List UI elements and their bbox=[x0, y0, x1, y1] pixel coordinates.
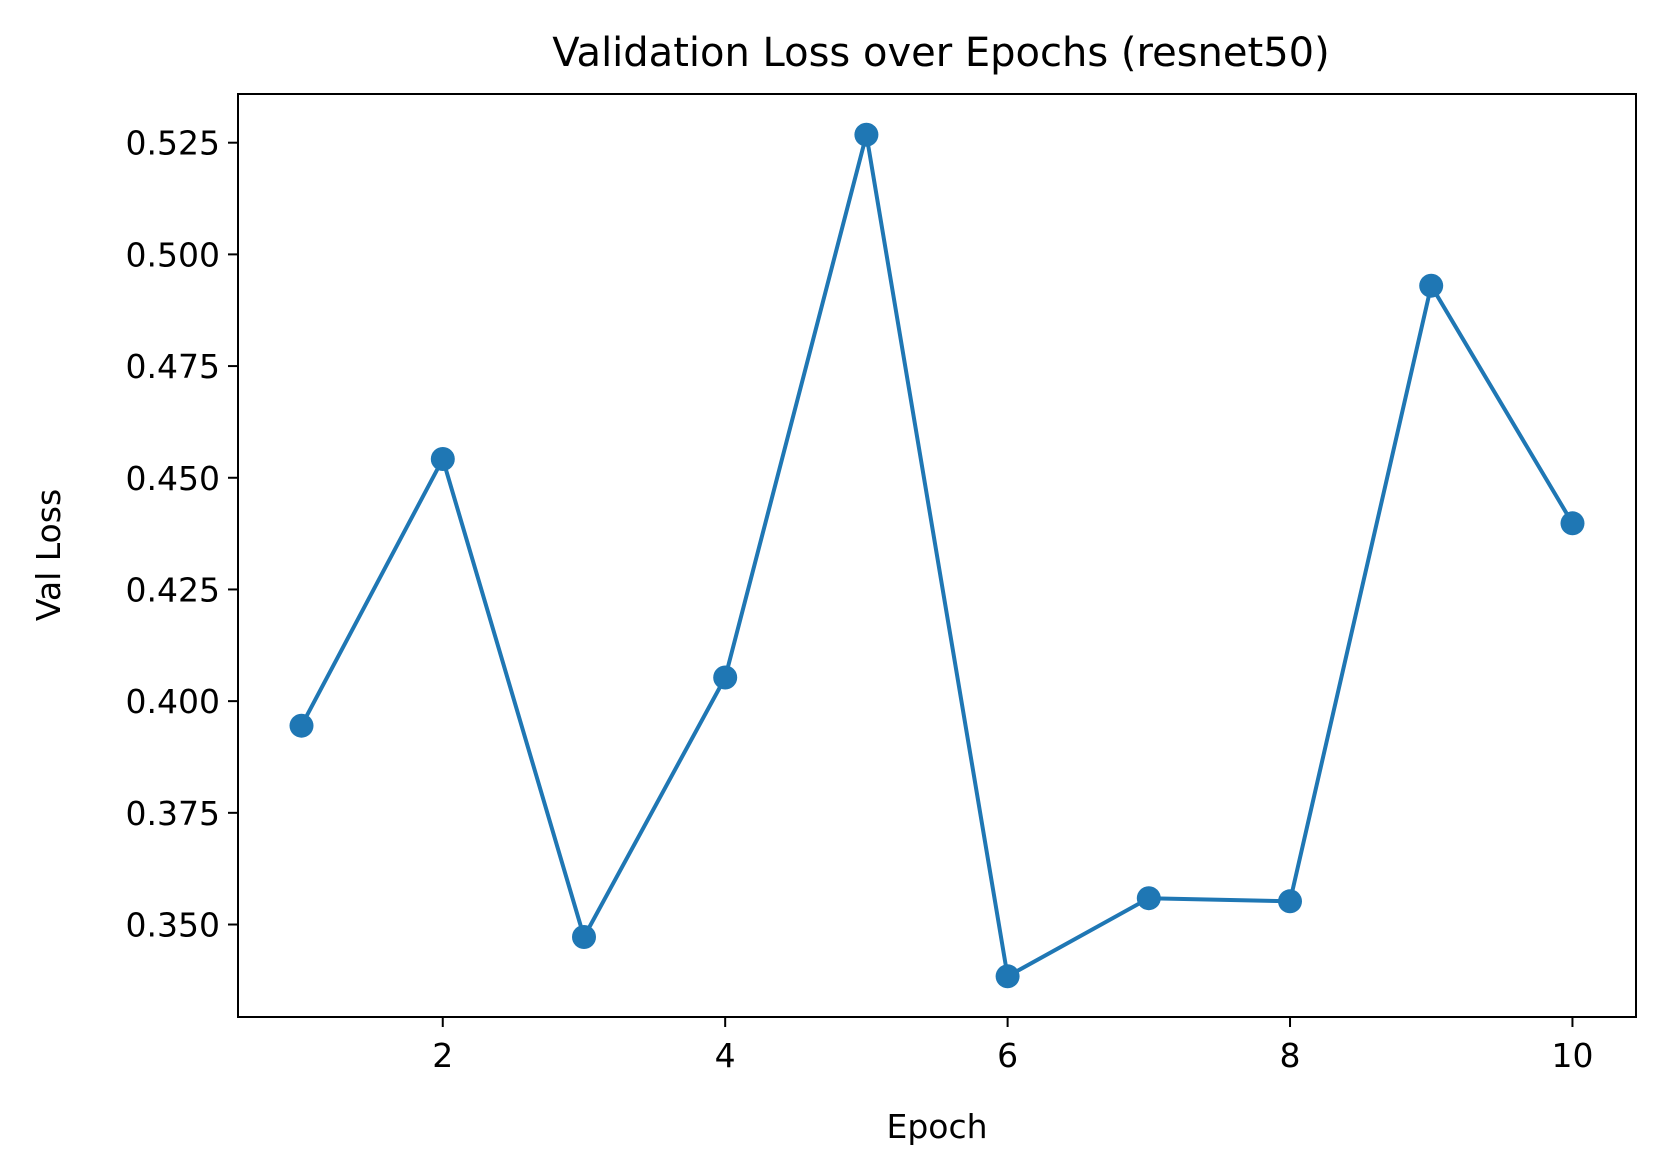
data-point bbox=[1419, 273, 1444, 298]
plot-frame bbox=[237, 93, 1637, 1018]
y-tick-label: 0.400 bbox=[126, 682, 220, 721]
x-axis-label: Epoch bbox=[886, 1107, 987, 1146]
y-axis-ticks: 0.350 0.375 0.400 0.425 0.450 0.475 0.500 0.525 bbox=[126, 124, 238, 945]
y-tick-label: 0.525 bbox=[126, 124, 220, 163]
data-point bbox=[1136, 886, 1161, 911]
x-tick-label: 10 bbox=[1551, 1036, 1593, 1075]
chart-title: Validation Loss over Epochs (resnet50) bbox=[552, 30, 1329, 76]
x-tick-label: 4 bbox=[715, 1036, 736, 1075]
y-tick-label: 0.425 bbox=[126, 570, 220, 609]
data-point bbox=[854, 122, 879, 147]
x-tick-label: 6 bbox=[997, 1036, 1018, 1075]
series-line bbox=[299, 132, 1575, 979]
y-tick-label: 0.475 bbox=[126, 347, 220, 386]
y-axis-label: Val Loss bbox=[29, 489, 68, 621]
y-tick-label: 0.375 bbox=[126, 794, 220, 833]
y-tick-label: 0.350 bbox=[126, 906, 220, 945]
x-axis-ticks: 2 4 6 8 10 bbox=[432, 1017, 1593, 1075]
data-point bbox=[995, 964, 1020, 989]
data-point bbox=[1278, 889, 1302, 914]
data-point bbox=[572, 925, 596, 949]
x-tick-label: 2 bbox=[432, 1036, 453, 1075]
data-point bbox=[713, 665, 738, 690]
x-tick-label: 8 bbox=[1280, 1036, 1301, 1075]
y-tick-label: 0.500 bbox=[126, 235, 220, 274]
data-point bbox=[430, 447, 455, 471]
series-layer bbox=[289, 122, 1585, 989]
data-point bbox=[289, 713, 314, 738]
data-point bbox=[1560, 511, 1585, 536]
y-tick-label: 0.450 bbox=[126, 459, 220, 498]
